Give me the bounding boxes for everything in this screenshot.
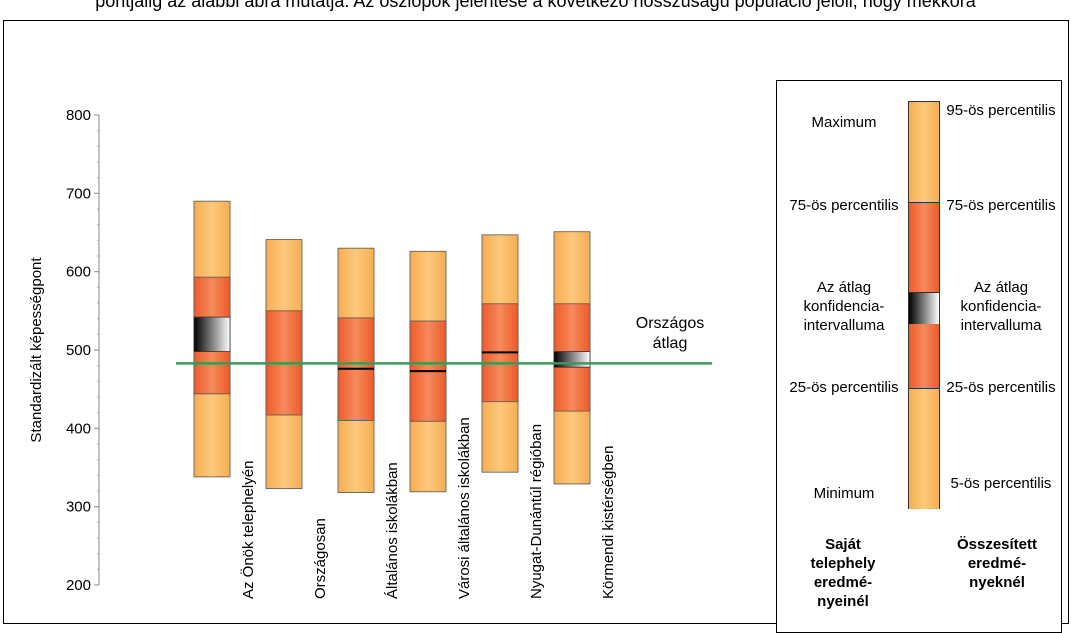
legend-left-label: Maximum [811,114,877,131]
y-tick-label: 700 [66,185,91,202]
x-category-label: Általános iskolákban [384,462,401,599]
x-category-label: Nyugat-Dunántúl régióban [528,424,545,599]
x-category-label: Körmendi kistérségben [600,446,617,599]
legend-right-label: 95-ös percentilis [946,102,1056,119]
box-chart: 200 300 400 500 600 700 800 Standardizált képes… [28,107,712,599]
legend-left-label: 75-ös percentilis [789,197,899,214]
legend-left-label: Az átlag konfidencia-intervalluma [803,279,885,334]
national-average-label: Országos [636,315,704,332]
box-2 [337,247,375,493]
box-3 [409,250,447,493]
x-category-label: Országosan [312,518,329,599]
legend-seg-upper-outer [909,102,939,202]
legend-right-label: 75-ös percentilis [946,197,1056,214]
legend-left-label: Minimum [813,485,875,502]
legend-right-label: 5-ös percentilis [950,475,1052,492]
x-category-label: Az Önök telephelyén [239,461,257,599]
y-tick-label: 800 [66,107,91,124]
y-tick-label: 600 [66,264,91,281]
y-tick-label: 200 [66,577,91,594]
y-tick-label: 500 [66,342,91,359]
legend-right-footer: Összesített eredmé-nyeknél [956,536,1038,591]
top-caption-text: pontjaiig az alábbi ábra mutatja. Az osz… [95,0,976,11]
box-0 [193,200,231,478]
box-5 [553,231,591,485]
box-confidence-interval [553,351,591,368]
y-tick-label: 400 [66,420,91,437]
legend-right-label: 25-ös percentilis [946,379,1056,396]
legend-left-label: 25-ös percentilis [789,379,899,396]
legend-left-footer: Saját telephely eredmé-nyeinél [810,536,876,610]
box-confidence-interval [193,316,231,352]
y-axis-label: Standardizált képességpont [28,257,45,443]
legend: Maximum 75-ös percentilis Az átlag konfi… [776,80,1062,633]
x-category-label: Városi általános iskolákban [456,417,473,599]
figure-frame: 200 300 400 500 600 700 800 Standardizált képes… [3,20,1069,633]
legend-seg-lower-inner [909,324,939,388]
national-average-label: átlag [653,335,688,352]
legend-seg-ci [909,292,939,326]
legend-bar [908,101,940,509]
box-4 [481,234,519,473]
y-tick-label: 300 [66,499,91,516]
legend-right-label: Az átlag konfidencia-intervalluma [960,279,1042,334]
legend-seg-lower-outer [909,388,939,509]
legend-seg-upper-inner [909,202,939,293]
